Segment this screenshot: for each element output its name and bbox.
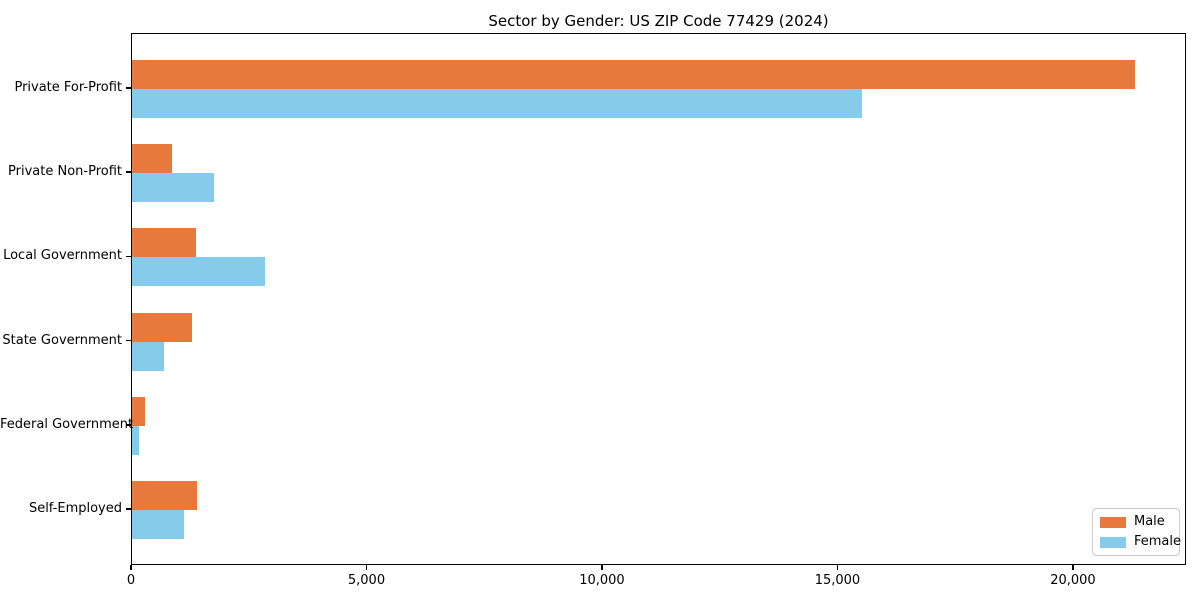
x-tick-mark (365, 565, 368, 570)
x-tick-label: 0 (126, 573, 136, 588)
plot-area: Male Female (131, 33, 1186, 565)
x-tick-mark (601, 565, 603, 570)
bar-male-state-government (132, 312, 193, 342)
bar-male-local-government (132, 228, 197, 258)
legend-item-male: Male (1100, 515, 1171, 529)
x-tick-label: 15,000 (814, 573, 861, 588)
chart-title: Sector by Gender: US ZIP Code 77429 (202… (488, 12, 829, 30)
x-tick-label: 5,000 (347, 573, 386, 588)
bar-male-private-non-profit (132, 144, 172, 174)
x-tick-mark (1072, 565, 1074, 570)
x-tick-mark (836, 565, 839, 570)
y-tick-mark (126, 255, 131, 258)
male-series-swatch (1100, 516, 1126, 528)
bar-female-private-for-profit (132, 89, 862, 118)
legend-label-female: Female (1134, 534, 1182, 549)
bar-female-self-employed (132, 510, 184, 539)
y-axis-label-local-government: Local Government (3, 248, 122, 264)
y-axis-label-self-employed: Self-Employed (28, 501, 122, 516)
legend-item-female: Female (1100, 535, 1181, 549)
bar-female-local-government (132, 257, 265, 287)
y-axis-label-private-for-profit: Private For-Profit (14, 80, 122, 95)
bar-male-federal-government (132, 396, 146, 426)
y-axis-label-private-non-profit: Private Non-Profit (8, 164, 122, 180)
legend-label-male: Male (1134, 514, 1165, 529)
bar-female-federal-government (132, 425, 140, 455)
female-series-swatch (1100, 536, 1126, 548)
bar-male-self-employed (132, 481, 197, 510)
y-axis-label-federal-government: Federal Government (0, 416, 134, 432)
y-tick-mark (126, 87, 131, 89)
x-tick-mark (130, 565, 132, 570)
x-tick-label: 20,000 (1050, 573, 1096, 588)
y-tick-mark (126, 171, 131, 173)
bar-female-private-non-profit (132, 173, 214, 203)
x-tick-label: 10,000 (579, 573, 625, 588)
y-tick-mark (126, 339, 131, 342)
bar-female-state-government (132, 341, 164, 371)
y-tick-mark (126, 508, 131, 510)
y-tick-mark (126, 424, 131, 426)
bar-male-private-for-profit (132, 60, 1136, 89)
y-axis-label-state-government: State Government (2, 332, 122, 348)
legend: Male Female (1092, 508, 1181, 556)
